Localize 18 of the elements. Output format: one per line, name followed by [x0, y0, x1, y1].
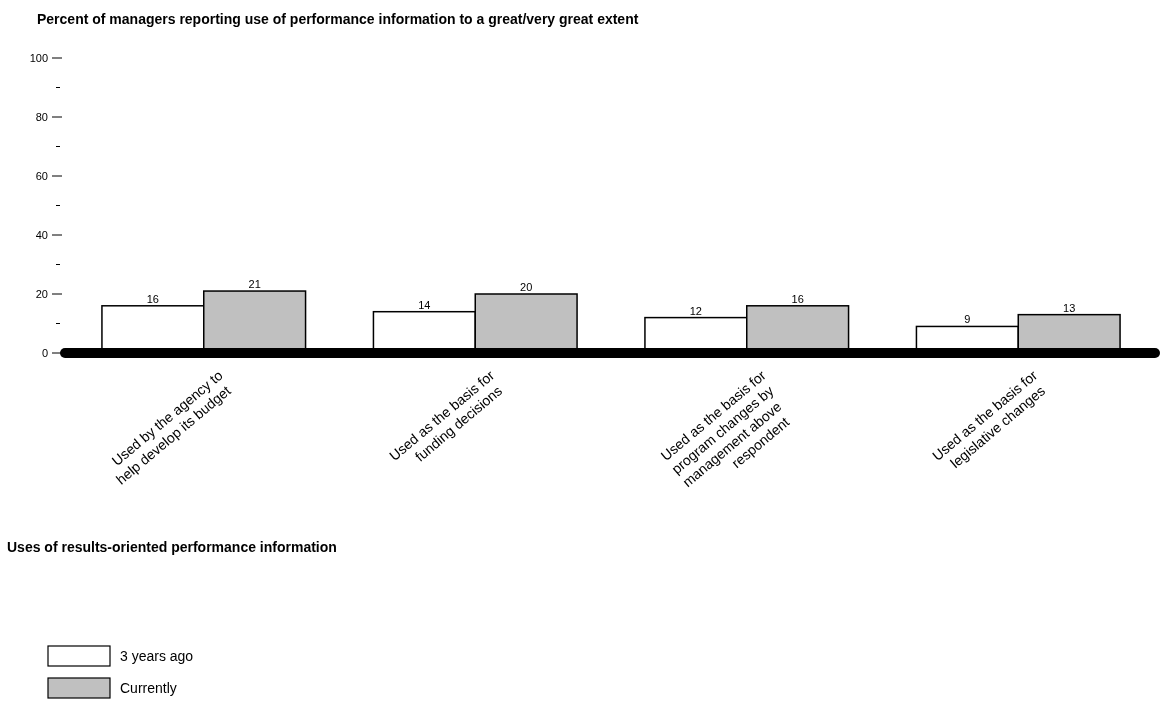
- data-label: 16: [146, 292, 159, 305]
- data-label: 9: [964, 313, 971, 326]
- legend-label: Currently: [120, 680, 177, 696]
- data-label: 12: [689, 304, 702, 317]
- legend-label: 3 years ago: [120, 648, 194, 664]
- y-tick-label: 0: [41, 346, 48, 359]
- data-label: 20: [520, 281, 533, 293]
- y-tick-label: 80: [35, 110, 48, 123]
- data-label: 13: [1063, 301, 1076, 314]
- y-tick-label: 60: [35, 169, 48, 182]
- data-label: 16: [791, 292, 804, 305]
- y-tick-label: 100: [29, 51, 48, 64]
- y-tick-label: 20: [35, 287, 48, 300]
- chart-title: Percent of managers reporting use of performance information to a great/very great extent: [37, 11, 639, 27]
- y-tick-label: 40: [35, 228, 48, 241]
- data-label: 14: [418, 298, 431, 311]
- x-axis-title: Uses of results-oriented performance information: [7, 539, 337, 555]
- data-label: 21: [248, 278, 261, 291]
